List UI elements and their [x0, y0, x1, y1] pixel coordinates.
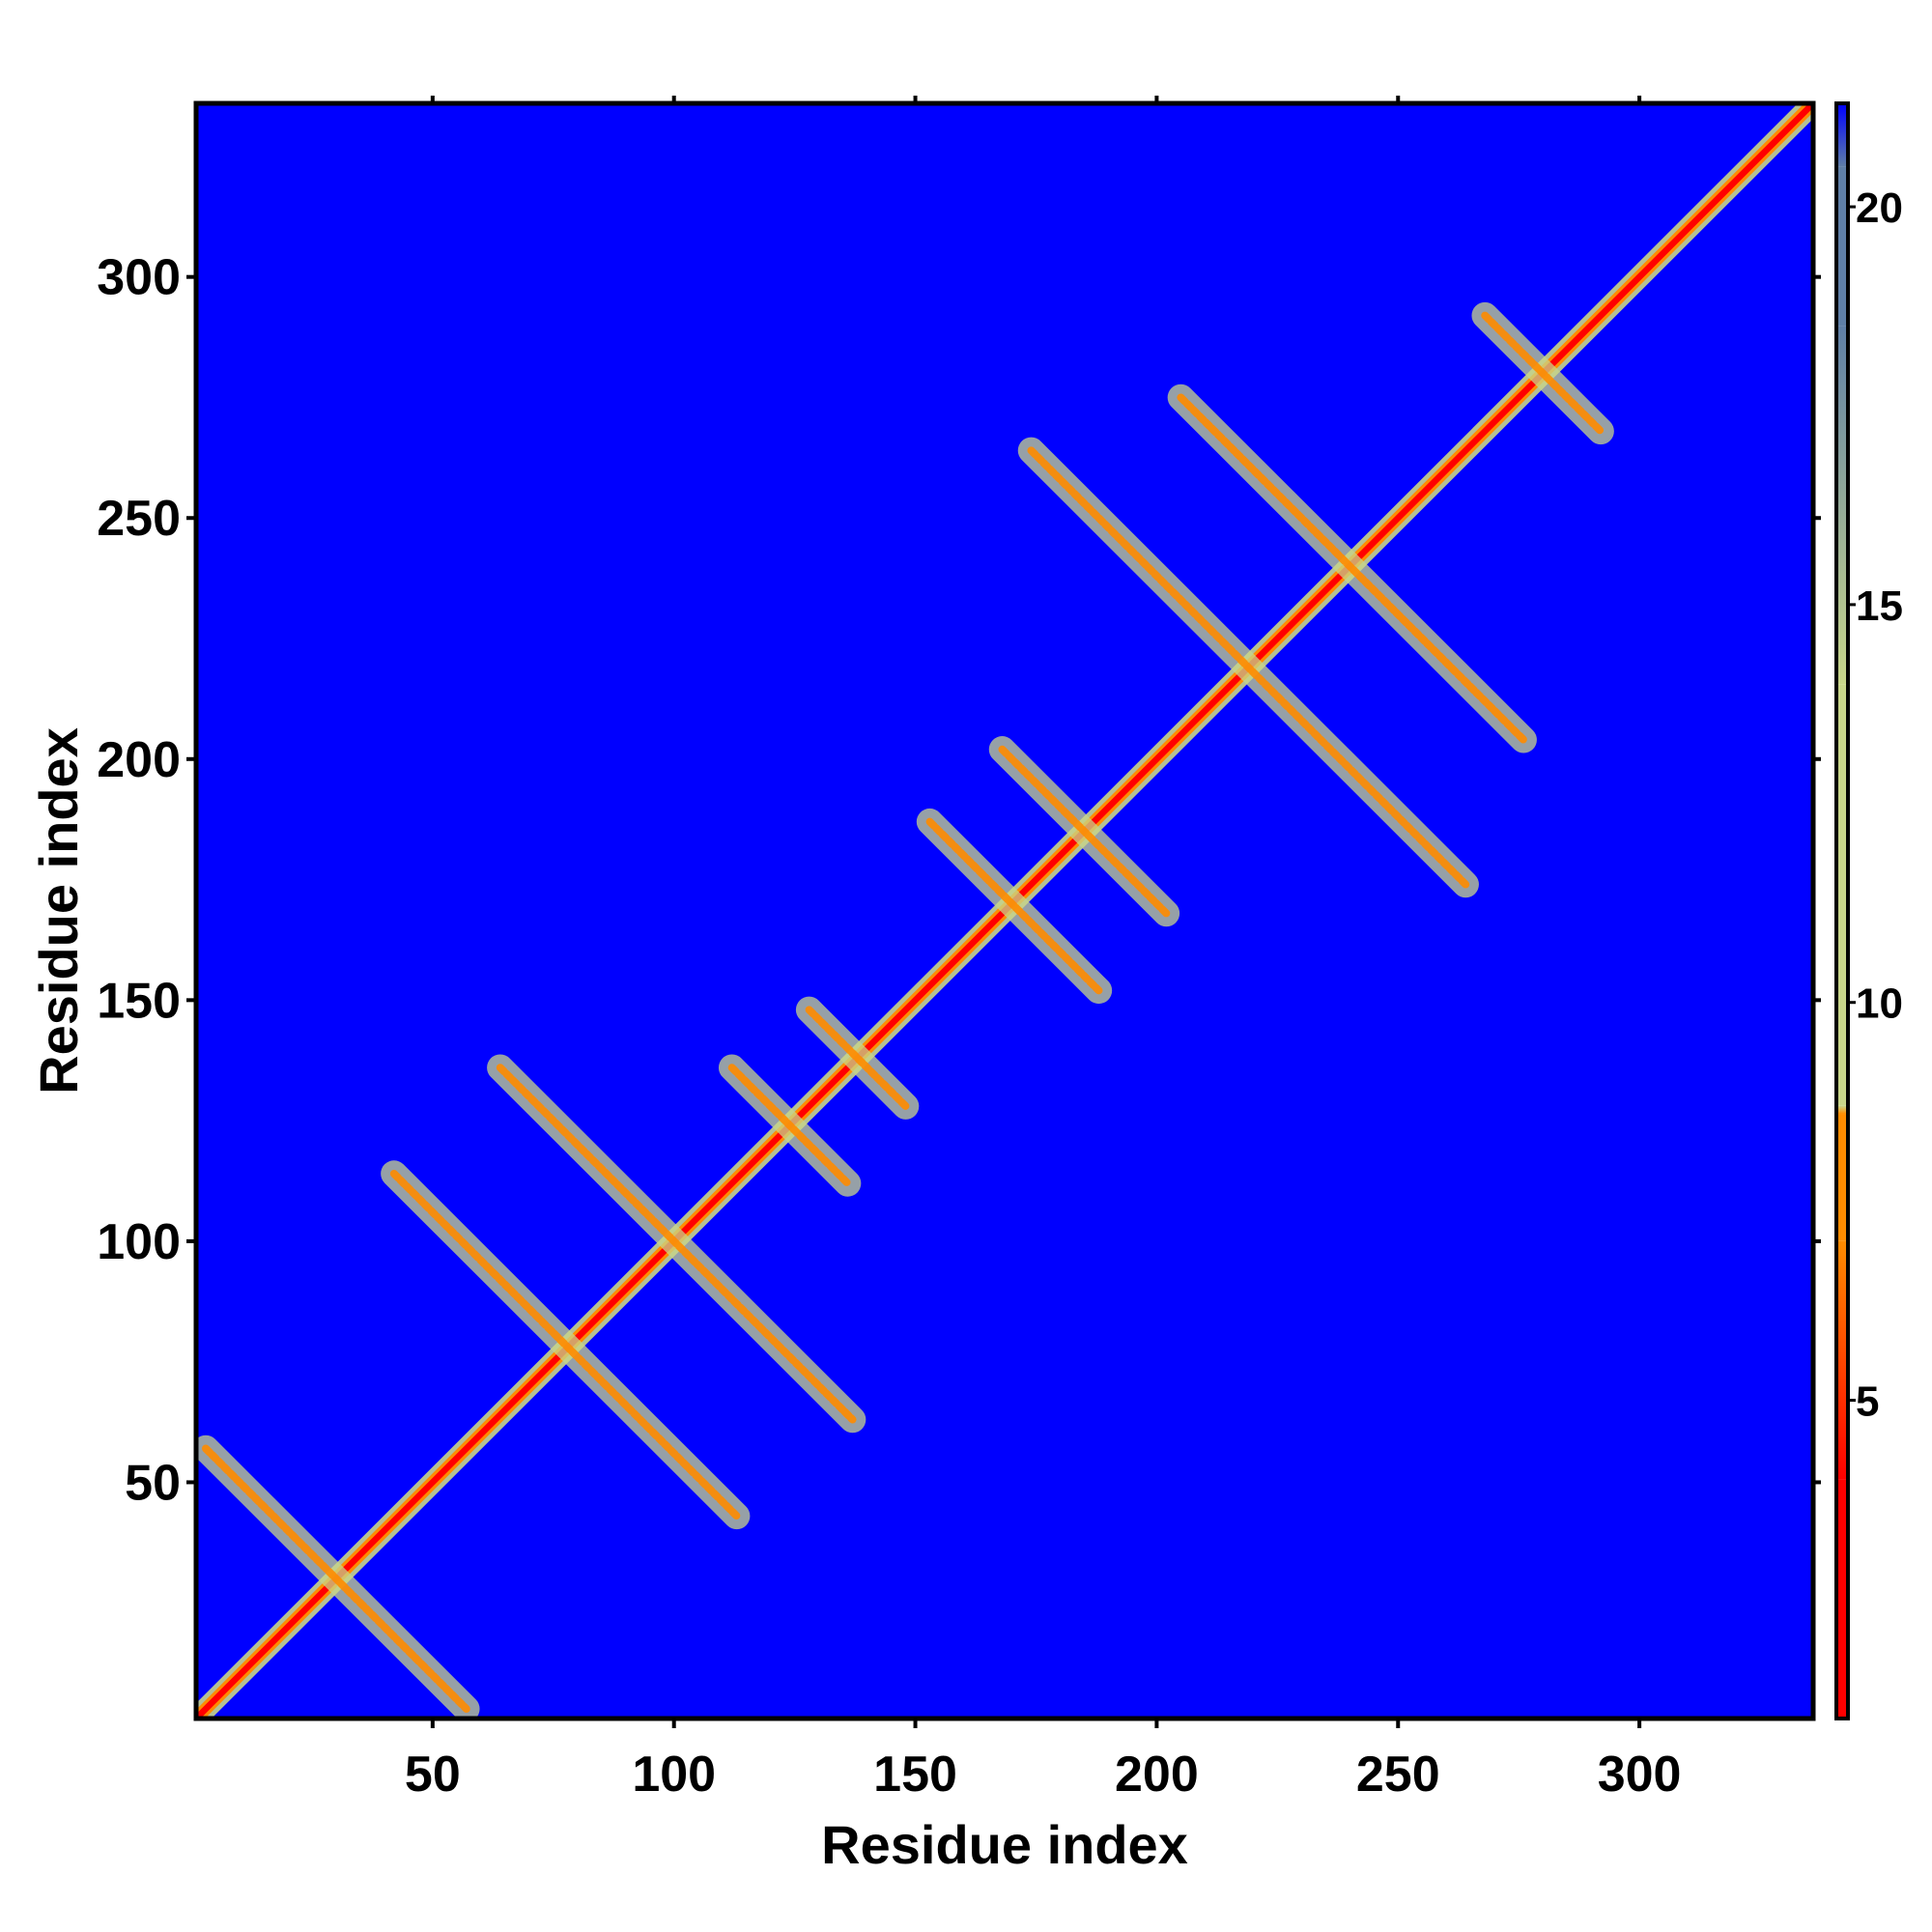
y-tick-label: 200	[97, 732, 181, 788]
contact-band-10	[1471, 301, 1614, 445]
colorbar-segment	[1836, 1479, 1848, 1719]
contact-band-6	[916, 808, 1113, 1005]
contact-band-1	[196, 1435, 480, 1719]
colorbar: 5 10 15 20	[1834, 101, 1903, 1720]
colorbar-tick-label: 5	[1856, 1378, 1879, 1426]
colorbar-frame	[1834, 101, 1850, 1720]
y-axis-title: Residue index	[28, 727, 89, 1094]
y-tick-label: 250	[97, 491, 181, 547]
contact-band-4	[718, 1054, 862, 1197]
x-tick-label: 50	[405, 1747, 461, 1803]
contact-band-5	[795, 996, 920, 1120]
y-tick-label: 100	[97, 1214, 181, 1270]
contact-band-2	[381, 1160, 751, 1530]
colorbar-segment	[1836, 326, 1848, 685]
x-tick-label: 250	[1356, 1747, 1440, 1803]
colorbar-segment	[1836, 1240, 1848, 1480]
top-axis-ticks	[430, 96, 1821, 1485]
heatmap-area	[196, 103, 1813, 1719]
colorbar-tick-label: 20	[1856, 185, 1903, 232]
colorbar-tick-label: 15	[1856, 582, 1903, 630]
x-tick-label: 150	[873, 1747, 957, 1803]
y-tick-label: 150	[97, 973, 181, 1029]
y-tick-label: 300	[97, 250, 181, 306]
colorbar-segment	[1836, 1114, 1848, 1241]
plot-frame	[193, 100, 1816, 1721]
contact-band-7	[988, 736, 1180, 927]
x-axis-title: Residue index	[821, 1814, 1188, 1875]
colorbar-segment	[1836, 166, 1848, 327]
x-tick-label: 200	[1115, 1747, 1199, 1803]
colorbar-tick-label: 10	[1856, 980, 1903, 1028]
contact-band-8	[1017, 437, 1479, 898]
colorbar-segment	[1836, 1105, 1848, 1115]
contact-band-9	[1167, 384, 1537, 753]
y-axis: 50 100 150 200 250 300	[97, 250, 196, 1511]
y-tick-label: 50	[125, 1455, 181, 1511]
x-tick-label: 100	[632, 1747, 716, 1803]
x-axis: 50 100 150 200 250 300	[405, 1719, 1682, 1803]
contact-band-3	[487, 1054, 867, 1434]
colorbar-segment	[1836, 103, 1848, 167]
x-tick-label: 300	[1598, 1747, 1682, 1803]
contact-bands	[196, 103, 1813, 1719]
colorbar-segment	[1836, 684, 1848, 1106]
